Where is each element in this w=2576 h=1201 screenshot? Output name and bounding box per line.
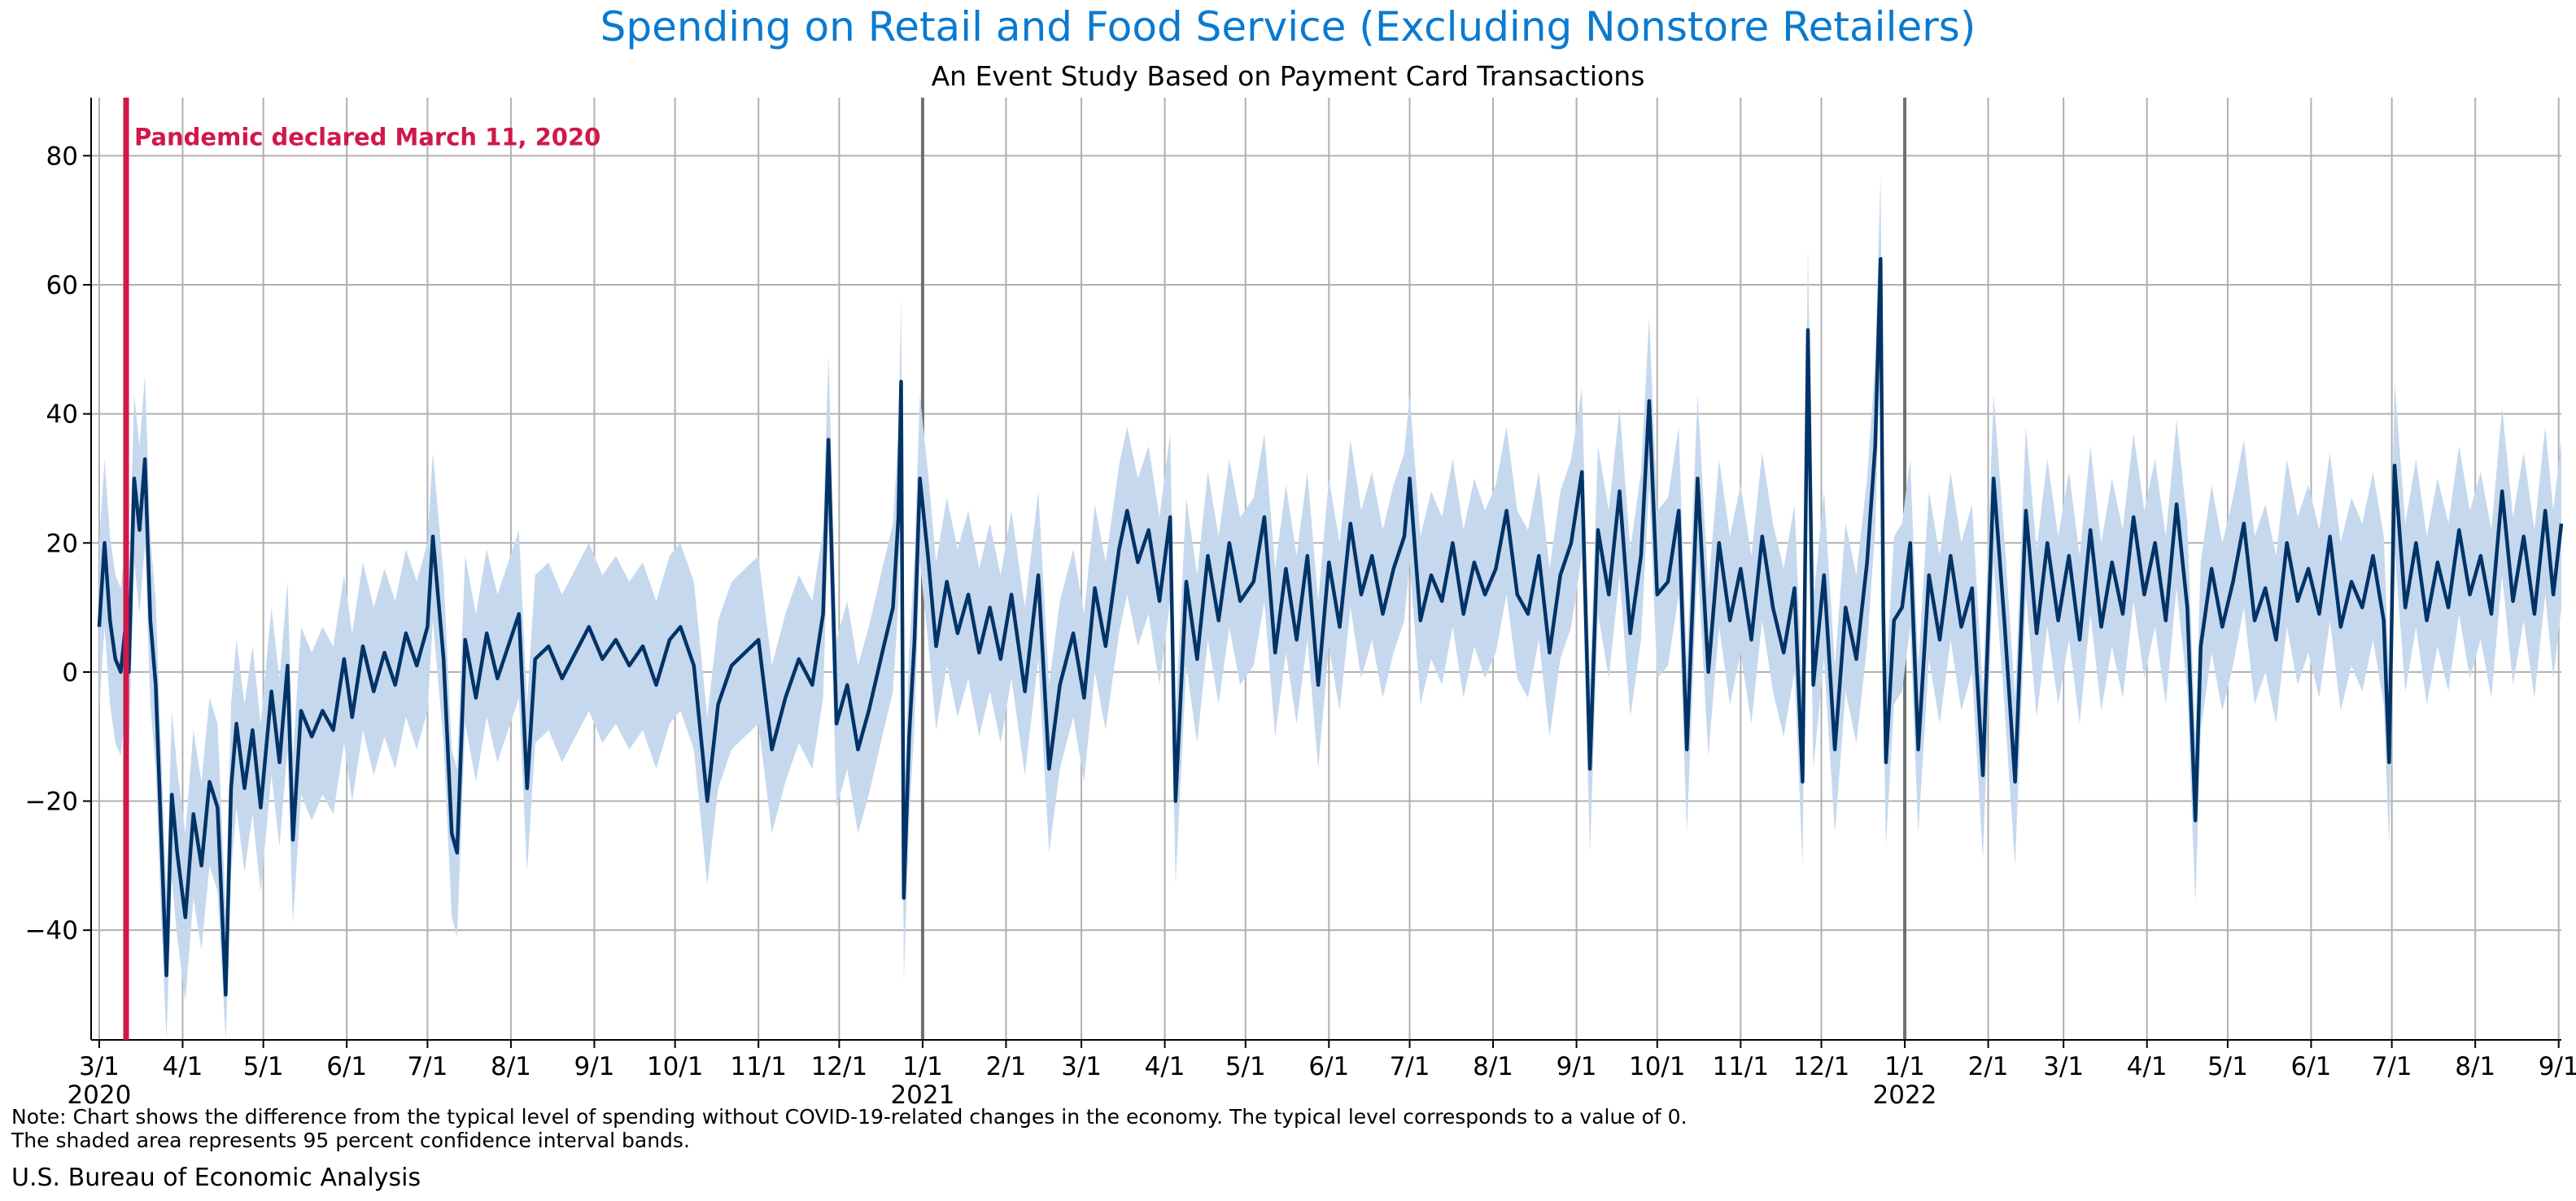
chart-note: Note: Chart shows the difference from th…	[11, 1105, 1687, 1129]
x-year-label: 2020	[67, 1081, 131, 1110]
x-tick-label: 3/1	[79, 1052, 120, 1081]
x-tick-label: 7/1	[2372, 1052, 2412, 1081]
x-year-label: 2021	[890, 1081, 954, 1110]
x-tick-label: 2/1	[1968, 1052, 2009, 1081]
x-tick-label: 9/1	[1557, 1052, 1597, 1081]
x-tick-label: 5/1	[243, 1052, 284, 1081]
x-tick-label: 10/1	[1629, 1052, 1686, 1081]
x-tick-label: 8/1	[491, 1052, 531, 1081]
x-tick-label: 1/1	[902, 1052, 943, 1081]
y-tick-label: 20	[46, 529, 78, 558]
x-tick-label: 2/1	[985, 1052, 1026, 1081]
y-tick-label: 80	[46, 142, 78, 171]
x-tick-label: 7/1	[407, 1052, 448, 1081]
x-tick-label: 1/1	[1884, 1052, 1925, 1081]
x-tick-label: 9/1	[2539, 1052, 2576, 1081]
pandemic-annotation-label: Pandemic declared March 11, 2020	[134, 123, 600, 151]
x-year-label: 2022	[1873, 1081, 1937, 1110]
x-tick-label: 4/1	[2127, 1052, 2168, 1081]
x-tick-label: 6/1	[326, 1052, 367, 1081]
x-tick-label: 11/1	[730, 1052, 787, 1081]
y-tick-label: −40	[25, 916, 78, 946]
x-tick-label: 11/1	[1712, 1052, 1769, 1081]
x-tick-label: 8/1	[2455, 1052, 2495, 1081]
chart-title: Spending on Retail and Food Service (Exc…	[600, 3, 1976, 50]
x-tick-label: 8/1	[1473, 1052, 1513, 1081]
x-tick-label: 7/1	[1390, 1052, 1430, 1081]
spending-series-line	[97, 257, 2564, 997]
chart-subtitle: An Event Study Based on Payment Card Tra…	[931, 60, 1645, 92]
x-tick-label: 12/1	[811, 1052, 868, 1081]
y-tick-label: 0	[62, 658, 78, 688]
x-tick-label: 6/1	[2290, 1052, 2331, 1081]
x-tick-label: 9/1	[574, 1052, 614, 1081]
confidence-band	[98, 175, 2562, 1041]
x-tick-label: 10/1	[647, 1052, 704, 1081]
x-tick-label: 6/1	[1308, 1052, 1349, 1081]
x-tick-label: 5/1	[1225, 1052, 1266, 1081]
x-tick-label: 4/1	[1145, 1052, 1185, 1081]
x-tick-label: 4/1	[162, 1052, 203, 1081]
chart-note-confidence: The shaded area represents 95 percent co…	[11, 1129, 690, 1152]
source-label: U.S. Bureau of Economic Analysis	[11, 1164, 421, 1192]
x-tick-label: 12/1	[1793, 1052, 1850, 1081]
x-tick-label: 5/1	[2207, 1052, 2248, 1081]
x-tick-label: 3/1	[2043, 1052, 2084, 1081]
y-tick-label: 60	[46, 271, 78, 300]
y-tick-label: 40	[46, 400, 78, 430]
x-tick-label: 3/1	[1061, 1052, 1102, 1081]
y-tick-label: −20	[25, 788, 78, 817]
